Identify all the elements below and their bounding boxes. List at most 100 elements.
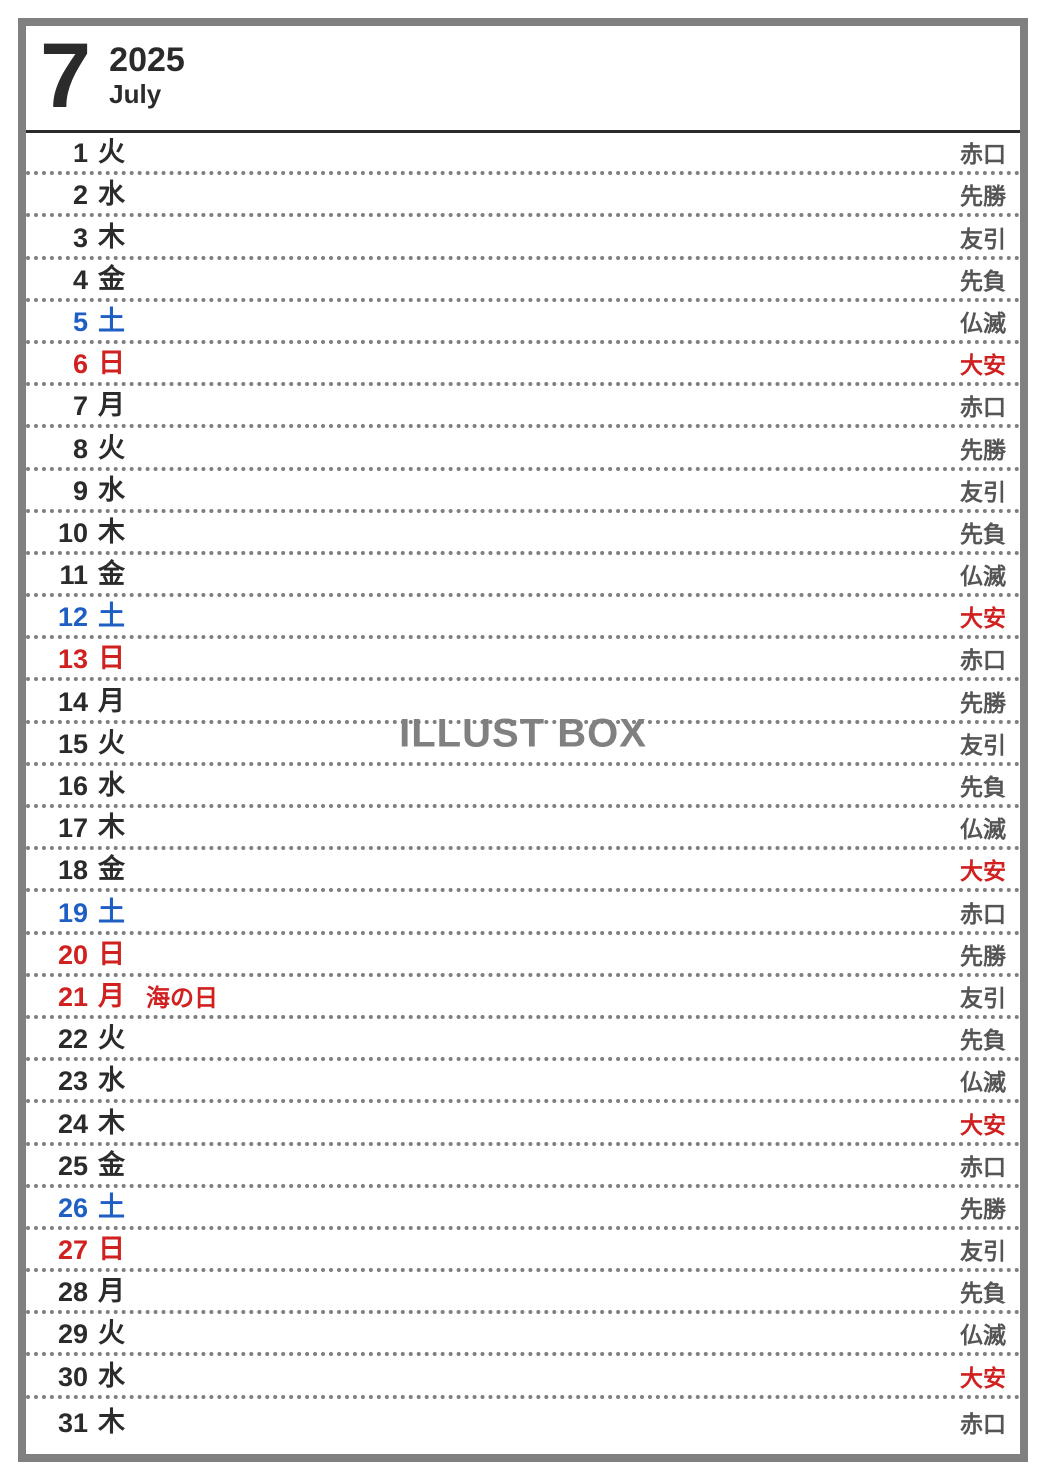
- day-rokuyo: 赤口: [960, 1148, 1006, 1182]
- day-weekday: 水: [98, 468, 132, 507]
- day-weekday: 火: [98, 1016, 132, 1055]
- day-holiday-name: 海の日: [146, 978, 218, 1013]
- day-rokuyo: 仏滅: [960, 557, 1006, 591]
- day-row: 23 水 仏滅: [26, 1061, 1020, 1103]
- day-rokuyo: 友引: [960, 726, 1006, 760]
- day-number: 6: [40, 349, 88, 380]
- day-rokuyo: 先負: [960, 262, 1006, 296]
- day-row: 14月先勝: [26, 681, 1020, 723]
- day-rokuyo: 仏滅: [960, 1063, 1006, 1097]
- day-row: 21月海の日友引: [26, 977, 1020, 1019]
- day-rokuyo: 友引: [960, 979, 1006, 1013]
- day-number: 29: [40, 1319, 88, 1350]
- day-number: 30: [40, 1362, 88, 1393]
- year-label: 2025: [109, 43, 185, 77]
- day-weekday: 月: [98, 383, 132, 422]
- day-rokuyo: 大安: [960, 346, 1006, 380]
- day-rokuyo: 友引: [960, 220, 1006, 254]
- day-weekday: 木: [98, 510, 132, 549]
- day-number: 17: [40, 813, 88, 844]
- day-weekday: 木: [98, 1400, 132, 1439]
- day-number: 9: [40, 476, 88, 507]
- day-rokuyo: 先勝: [960, 431, 1006, 465]
- day-row: 28 月 先負: [26, 1272, 1020, 1314]
- day-row: 29 火 仏滅: [26, 1314, 1020, 1356]
- day-row: 6日大安: [26, 344, 1020, 386]
- day-weekday: 木: [98, 215, 132, 254]
- day-number: 2: [40, 180, 88, 211]
- day-row: 10 木 先負: [26, 513, 1020, 555]
- day-row: 2水 先勝: [26, 175, 1020, 217]
- day-rokuyo: 先勝: [960, 937, 1006, 971]
- day-rokuyo: 先負: [960, 768, 1006, 802]
- day-number: 28: [40, 1277, 88, 1308]
- day-row: 16 水 先負: [26, 766, 1020, 808]
- day-number: 26: [40, 1193, 88, 1224]
- day-row: 3木 友引: [26, 217, 1020, 259]
- day-number: 15: [40, 729, 88, 760]
- day-number: 10: [40, 518, 88, 549]
- day-rokuyo: 先勝: [960, 177, 1006, 211]
- day-rokuyo: 先負: [960, 1274, 1006, 1308]
- day-row: 31 木 赤口: [26, 1399, 1020, 1441]
- day-row: 22火先負: [26, 1019, 1020, 1061]
- day-number: 23: [40, 1066, 88, 1097]
- day-weekday: 土: [98, 594, 132, 633]
- month-english: July: [109, 79, 185, 110]
- day-weekday: 月: [98, 679, 132, 718]
- day-weekday: 水: [98, 1354, 132, 1393]
- day-rokuyo: 友引: [960, 1232, 1006, 1266]
- day-row: 24 木 大安: [26, 1103, 1020, 1145]
- day-rokuyo: 赤口: [960, 388, 1006, 422]
- day-weekday: 土: [98, 890, 132, 929]
- day-weekday: 水: [98, 172, 132, 211]
- day-row: 17 木 仏滅: [26, 808, 1020, 850]
- month-number: 7: [40, 30, 87, 122]
- day-weekday: 火: [98, 1311, 132, 1350]
- day-rokuyo: 大安: [960, 1359, 1006, 1393]
- day-weekday: 火: [98, 426, 132, 465]
- day-number: 11: [40, 560, 88, 591]
- day-row: 27日友引: [26, 1230, 1020, 1272]
- day-weekday: 土: [98, 299, 132, 338]
- day-weekday: 水: [98, 1058, 132, 1097]
- day-rokuyo: 仏滅: [960, 1316, 1006, 1350]
- day-weekday: 金: [98, 552, 132, 591]
- day-weekday: 火: [98, 130, 132, 169]
- day-row: 20 日 先勝: [26, 935, 1020, 977]
- day-row: 11 金 仏滅: [26, 555, 1020, 597]
- day-number: 24: [40, 1109, 88, 1140]
- day-rokuyo: 先勝: [960, 684, 1006, 718]
- day-number: 8: [40, 434, 88, 465]
- day-rokuyo: 大安: [960, 852, 1006, 886]
- day-number: 12: [40, 602, 88, 633]
- day-rokuyo: 仏滅: [960, 810, 1006, 844]
- day-rokuyo: 先負: [960, 1021, 1006, 1055]
- day-weekday: 日: [98, 932, 132, 971]
- day-number: 3: [40, 223, 88, 254]
- day-weekday: 木: [98, 1101, 132, 1140]
- day-number: 20: [40, 940, 88, 971]
- day-rokuyo: 先勝: [960, 1190, 1006, 1224]
- day-rokuyo: 先負: [960, 515, 1006, 549]
- day-row: 25金赤口: [26, 1146, 1020, 1188]
- day-row: 4金先負: [26, 260, 1020, 302]
- day-row: 7月 赤口: [26, 386, 1020, 428]
- day-weekday: 月: [98, 1269, 132, 1308]
- day-rokuyo: 大安: [960, 1106, 1006, 1140]
- day-weekday: 木: [98, 805, 132, 844]
- day-weekday: 土: [98, 1185, 132, 1224]
- day-number: 21: [40, 982, 88, 1013]
- day-number: 7: [40, 391, 88, 422]
- calendar-frame: 7 2025 July 1火赤口2水先勝3木友引4金先負5土仏滅6日大安7月赤口…: [18, 18, 1028, 1462]
- day-weekday: 金: [98, 257, 132, 296]
- day-rokuyo: 赤口: [960, 1405, 1006, 1439]
- day-number: 16: [40, 771, 88, 802]
- day-row: 26 土 先勝: [26, 1188, 1020, 1230]
- day-number: 1: [40, 138, 88, 169]
- day-number: 31: [40, 1408, 88, 1439]
- day-number: 19: [40, 898, 88, 929]
- day-weekday: 水: [98, 763, 132, 802]
- day-rokuyo: 仏滅: [960, 304, 1006, 338]
- day-rokuyo: 赤口: [960, 641, 1006, 675]
